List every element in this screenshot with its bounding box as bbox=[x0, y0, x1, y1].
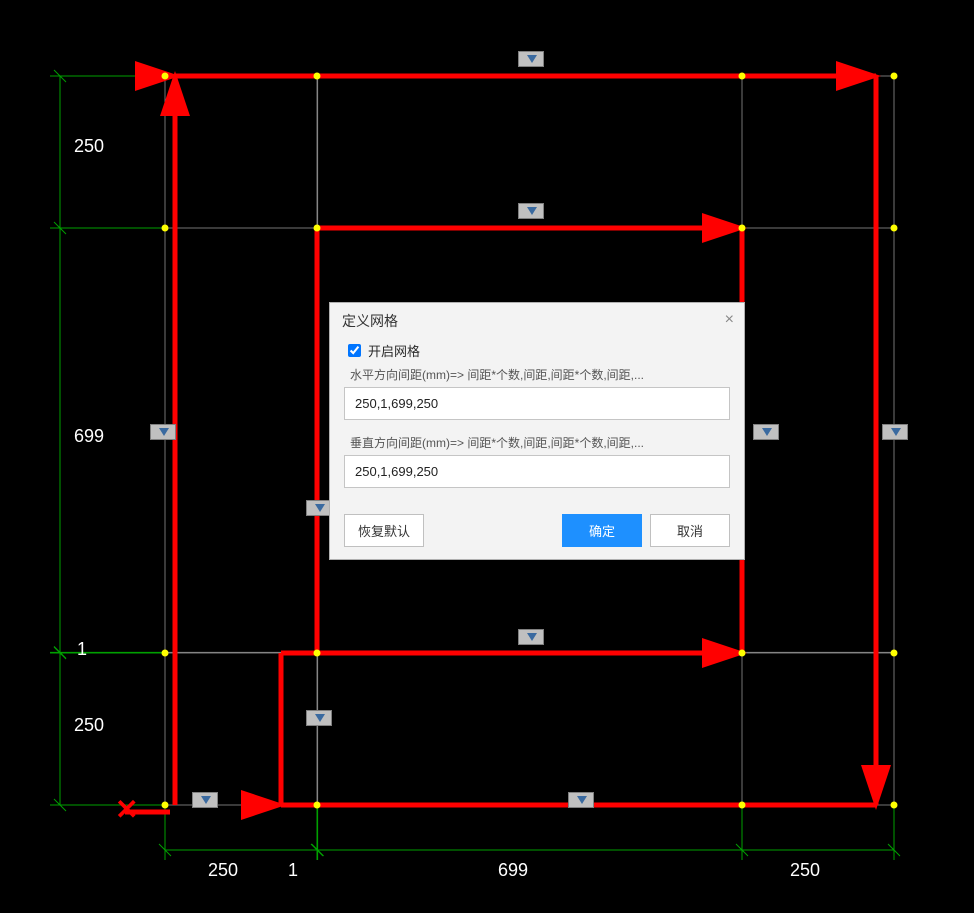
grid-dialog: 定义网格 × 开启网格 水平方向间距(mm)=> 间距*个数,间距,间距*个数,… bbox=[329, 302, 745, 560]
grip-handle[interactable] bbox=[150, 424, 176, 440]
grip-handle[interactable] bbox=[192, 792, 218, 808]
grip-handle[interactable] bbox=[882, 424, 908, 440]
grip-handle[interactable] bbox=[518, 203, 544, 219]
dimension-label: 699 bbox=[74, 426, 104, 447]
dialog-title: 定义网格 bbox=[330, 303, 744, 337]
dimension-label: 1 bbox=[77, 639, 87, 660]
grip-handle[interactable] bbox=[518, 51, 544, 67]
reset-button[interactable]: 恢复默认 bbox=[344, 514, 424, 547]
h-spacing-input[interactable] bbox=[344, 387, 730, 420]
enable-grid-label: 开启网格 bbox=[368, 341, 420, 360]
grip-handle[interactable] bbox=[568, 792, 594, 808]
v-spacing-input[interactable] bbox=[344, 455, 730, 488]
dimension-label: 699 bbox=[498, 860, 528, 881]
cancel-button[interactable]: 取消 bbox=[650, 514, 730, 547]
dimension-label: 1 bbox=[288, 860, 298, 881]
dimension-label: 250 bbox=[74, 715, 104, 736]
ok-button[interactable]: 确定 bbox=[562, 514, 642, 547]
dimension-label: 250 bbox=[74, 136, 104, 157]
h-spacing-label: 水平方向间距(mm)=> 间距*个数,间距,间距*个数,间距,... bbox=[350, 366, 730, 383]
grip-handle[interactable] bbox=[753, 424, 779, 440]
dimension-label: 250 bbox=[208, 860, 238, 881]
grip-handle[interactable] bbox=[518, 629, 544, 645]
grip-handle[interactable] bbox=[306, 710, 332, 726]
dimension-label: 250 bbox=[790, 860, 820, 881]
v-spacing-label: 垂直方向间距(mm)=> 间距*个数,间距,间距*个数,间距,... bbox=[350, 434, 730, 451]
origin-marker: ✕ bbox=[115, 796, 138, 824]
enable-grid-checkbox[interactable] bbox=[348, 344, 361, 357]
close-icon[interactable]: × bbox=[725, 311, 734, 329]
